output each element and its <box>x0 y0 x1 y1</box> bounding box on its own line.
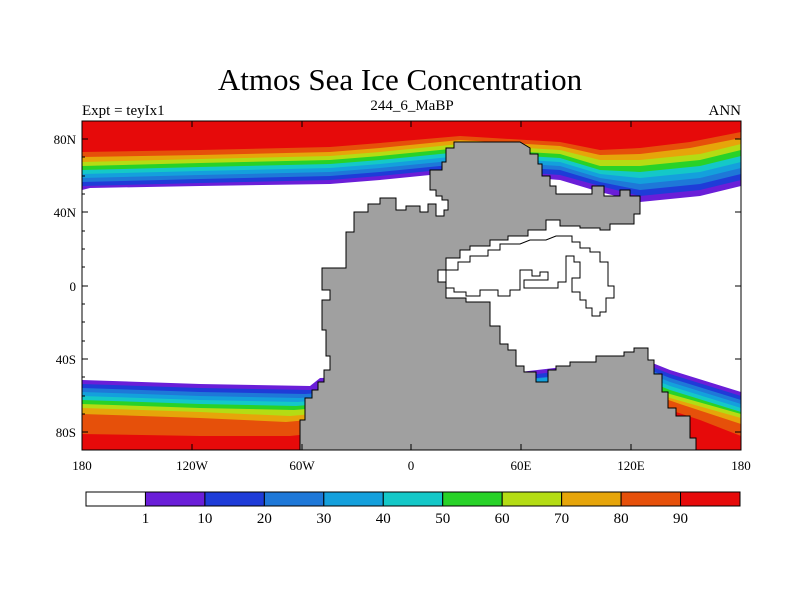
colorbar-swatch <box>144 491 206 507</box>
colorbar-swatch <box>680 491 741 507</box>
age-label: 244_6_MaBP <box>370 98 454 114</box>
x-label-180w: 180 <box>72 458 92 473</box>
colorbar-label: 30 <box>316 511 331 527</box>
colorbar-label: 10 <box>197 511 212 527</box>
colorbar-label: 40 <box>376 511 391 527</box>
colorbar-label: 90 <box>673 511 688 527</box>
colorbar-swatch <box>204 491 265 507</box>
x-label-60e: 60E <box>511 458 532 473</box>
experiment-label: Expt = teyIx1 <box>82 103 165 119</box>
x-label-0: 0 <box>408 458 415 473</box>
colorbar-swatch <box>382 491 444 507</box>
x-label-120e: 120E <box>617 458 645 473</box>
colorbar-label: 80 <box>614 511 629 527</box>
colorbar-swatch <box>501 491 563 507</box>
north-sea-ice <box>82 121 741 202</box>
colorbar-swatch <box>442 491 503 507</box>
colorbar-label: 70 <box>554 511 569 527</box>
y-label-80n: 80N <box>54 132 77 147</box>
y-label-80s: 80S <box>56 425 76 440</box>
y-label-40s: 40S <box>56 352 76 367</box>
colorbar-swatch <box>620 491 682 507</box>
colorbar-swatch <box>561 491 622 507</box>
x-label-120w: 120W <box>176 458 209 473</box>
plot-title: Atmos Sea Ice Concentration <box>217 62 583 97</box>
colorbar-label: 60 <box>495 511 510 527</box>
land-mass <box>299 141 697 451</box>
y-label-0: 0 <box>70 279 77 294</box>
colorbar-swatch <box>85 491 146 507</box>
colorbar-swatch <box>323 491 384 507</box>
x-label-60w: 60W <box>289 458 315 473</box>
y-ticks <box>82 138 741 433</box>
period-label: ANN <box>708 103 742 119</box>
colorbar-label: 1 <box>142 511 150 527</box>
x-label-180e: 180 <box>731 458 751 473</box>
colorbar-label: 50 <box>435 511 450 527</box>
colorbar-swatch <box>263 491 325 507</box>
y-label-40n: 40N <box>54 205 77 220</box>
colorbar: 1 10 20 30 40 50 60 70 80 90 <box>85 491 741 527</box>
x-ticks <box>81 121 742 450</box>
colorbar-label: 20 <box>257 511 272 527</box>
